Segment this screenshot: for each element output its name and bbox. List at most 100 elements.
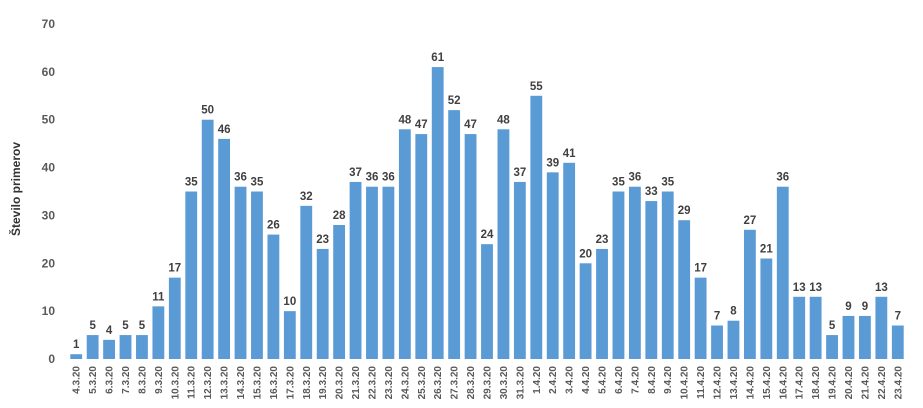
- bar: [267, 234, 280, 359]
- x-tick-label: 5.3.20: [88, 366, 99, 394]
- x-tick-label: 17.4.20: [795, 366, 806, 400]
- data-label: 36: [234, 172, 247, 184]
- bar: [481, 244, 493, 359]
- x-tick-label: 7.3.20: [121, 366, 132, 394]
- x-tick-label: 29.3.20: [483, 366, 494, 400]
- bar: [628, 186, 641, 359]
- x-tick-label: 22.4.20: [877, 366, 888, 400]
- bar: [382, 186, 395, 359]
- data-label: 39: [546, 157, 559, 169]
- data-label: 35: [661, 177, 674, 189]
- data-label: 23: [316, 234, 329, 246]
- x-tick-label: 14.4.20: [745, 366, 756, 400]
- y-tick-label: 30: [42, 208, 56, 222]
- data-label: 8: [730, 306, 737, 318]
- bar: [300, 205, 313, 359]
- data-label: 26: [267, 220, 280, 232]
- bar: [760, 258, 773, 359]
- bar: [136, 335, 148, 359]
- bar: [119, 335, 132, 359]
- x-tick-label: 10.3.20: [170, 366, 181, 400]
- x-tick-label: 3.4.20: [565, 366, 576, 394]
- data-label: 47: [464, 119, 477, 131]
- x-tick-label: 1.4.20: [532, 366, 543, 394]
- x-tick-label: 18.4.20: [811, 366, 822, 400]
- x-tick-label: 20.3.20: [335, 366, 346, 400]
- x-tick-label: 25.3.20: [417, 366, 428, 400]
- bar: [645, 201, 658, 359]
- bar: [431, 67, 444, 360]
- x-tick-label: 26.3.20: [433, 366, 444, 400]
- data-label: 4: [106, 325, 113, 337]
- bar: [612, 191, 625, 359]
- x-tick-label: 6.4.20: [614, 366, 625, 394]
- data-label: 35: [612, 177, 625, 189]
- x-tick-label: 21.4.20: [860, 366, 871, 400]
- bar: [349, 181, 362, 359]
- x-tick-label: 4.4.20: [581, 366, 592, 394]
- bar: [579, 263, 592, 359]
- x-tick-label: 15.3.20: [252, 366, 263, 400]
- y-axis-label: Število primerov: [8, 142, 23, 236]
- x-tick-label: 16.4.20: [778, 366, 789, 400]
- data-label: 47: [415, 119, 428, 131]
- x-tick-label: 11.4.20: [696, 366, 707, 399]
- bars: [70, 67, 904, 360]
- bar: [530, 95, 543, 360]
- bar: [168, 277, 181, 359]
- bar: [513, 181, 526, 359]
- bar: [826, 335, 838, 359]
- x-tick-label: 8.4.20: [647, 366, 658, 394]
- bar: [842, 315, 855, 359]
- data-label: 5: [829, 320, 836, 332]
- bar: [448, 110, 461, 360]
- x-tick-label: 22.3.20: [367, 366, 378, 400]
- data-label: 7: [714, 311, 720, 323]
- data-label: 24: [481, 229, 494, 241]
- bar: [398, 129, 411, 359]
- data-label: 35: [185, 177, 198, 189]
- bar: [415, 134, 428, 359]
- data-label: 36: [628, 172, 641, 184]
- data-label: 41: [563, 148, 576, 160]
- data-label: 52: [448, 95, 461, 107]
- bar: [694, 277, 707, 359]
- data-label: 13: [809, 282, 822, 294]
- x-tick-label: 2.4.20: [548, 366, 559, 394]
- data-label: 48: [398, 114, 411, 126]
- data-label: 5: [89, 320, 96, 332]
- data-label: 10: [283, 296, 296, 308]
- y-tick-label: 60: [42, 65, 56, 79]
- y-axis-ticks: 0 10 20 30 40 50 60 70: [42, 17, 56, 366]
- x-tick-label: 24.3.20: [400, 366, 411, 400]
- bar: [464, 134, 477, 359]
- bar: [70, 354, 83, 359]
- x-tick-label: 19.4.20: [828, 366, 839, 400]
- data-label: 33: [645, 186, 658, 198]
- data-label: 35: [251, 177, 264, 189]
- x-tick-label: 20.4.20: [844, 366, 855, 400]
- data-label: 46: [218, 124, 231, 136]
- data-label: 37: [513, 167, 526, 179]
- bar: [152, 306, 165, 359]
- x-tick-label: 4.3.20: [72, 366, 83, 394]
- data-label: 29: [678, 205, 691, 217]
- bar: [563, 162, 576, 359]
- data-label: 23: [596, 234, 609, 246]
- x-tick-label: 15.4.20: [762, 366, 773, 400]
- data-label: 13: [875, 282, 888, 294]
- data-label: 48: [497, 114, 510, 126]
- data-label: 5: [139, 320, 146, 332]
- bar: [859, 315, 871, 359]
- data-label: 11: [152, 291, 165, 303]
- y-tick-label: 10: [42, 304, 56, 318]
- data-label: 32: [300, 191, 313, 203]
- x-tick-label: 23.4.20: [893, 366, 904, 400]
- x-tick-label: 14.3.20: [236, 366, 247, 400]
- bar: [891, 325, 904, 359]
- x-tick-label: 23.3.20: [384, 366, 395, 400]
- x-tick-label: 13.4.20: [729, 366, 740, 400]
- bar: [678, 220, 691, 359]
